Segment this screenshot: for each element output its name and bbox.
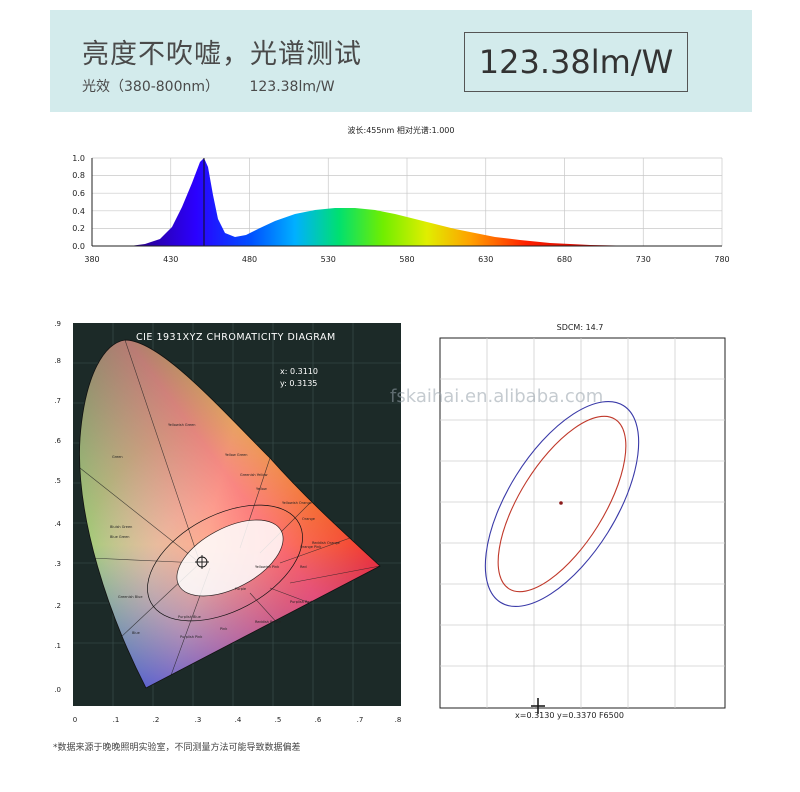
x-tick: 380 [84, 255, 99, 264]
y-tick: .0 [54, 686, 61, 694]
sdcm-measured-marker [531, 698, 545, 714]
sdcm-chart: SDCM: 14.7 x=0.3130 y=0.3370 F6500 [438, 318, 728, 730]
x-tick: 480 [242, 255, 257, 264]
region-label: Orange Pink [300, 545, 322, 549]
region-label: Bluish Green [110, 525, 132, 529]
y-tick: .9 [54, 320, 61, 328]
x-tick: 530 [321, 255, 336, 264]
region-label: Yellow [256, 487, 267, 491]
x-tick: 630 [478, 255, 493, 264]
y-tick: 1.0 [72, 154, 85, 163]
x-tick: .3 [195, 716, 202, 724]
cie-y-axis: .9 .8 .7 .6 .5 .4 .3 .2 .1 .0 [54, 320, 61, 694]
region-label: Purplish Pink [180, 635, 203, 639]
y-tick: .8 [54, 357, 61, 365]
x-tick: 580 [399, 255, 414, 264]
cie-y-readout: y: 0.3135 [280, 379, 317, 388]
x-tick: .6 [315, 716, 322, 724]
sdcm-svg: SDCM: 14.7 x=0.3130 y=0.3370 F6500 [439, 323, 726, 720]
cie-region-labels: Green Yellowish Green Yellow Green Green… [110, 423, 340, 639]
sdcm-title: SDCM: 14.7 [557, 323, 604, 332]
x-tick: .8 [395, 716, 402, 724]
region-label: Blue [132, 631, 140, 635]
region-label: Yellow Green [225, 453, 248, 457]
region-label: Greenish Blue [118, 595, 142, 599]
sdcm-center-point [559, 501, 563, 505]
region-label: Greenish Yellow [240, 473, 268, 477]
x-tick: .4 [235, 716, 242, 724]
x-tick: .5 [275, 716, 282, 724]
y-tick: .5 [54, 477, 61, 485]
y-tick: .1 [54, 642, 61, 650]
efficacy-big-value: 123.38lm/W [464, 32, 688, 92]
y-tick: 0.6 [72, 189, 85, 198]
footnote: *数据来源于晚晚照明实验室，不同测量方法可能导致数据偏差 [53, 743, 301, 753]
y-tick: 0.8 [72, 171, 85, 180]
y-tick: 0.2 [72, 224, 85, 233]
cie-readout: x: 0.3110 y: 0.3135 [280, 367, 318, 388]
region-label: Pink [220, 627, 228, 631]
region-label: Yellowish Green [168, 423, 196, 427]
y-tick: .3 [54, 560, 61, 568]
region-label: Yellowish Pink [255, 565, 280, 569]
spectrum-svg: 0.0 0.2 0.4 0.6 0.8 1.0 380 430 480 530 … [72, 154, 729, 264]
y-tick: 0.0 [72, 242, 85, 251]
efficacy-line: 光效（380-800nm） 123.38lm/W [82, 76, 361, 96]
y-tick: 0.4 [72, 207, 85, 216]
spectrum-x-axis: 380 430 480 530 580 630 680 730 780 [84, 255, 729, 264]
spectrum-curve [130, 158, 680, 246]
region-label: Reddish Orange [312, 541, 340, 545]
header-banner: 亮度不吹嘘，光谱测试 光效（380-800nm） 123.38lm/W 123.… [50, 10, 752, 112]
sdcm-frame [439, 337, 726, 709]
region-label: Orange [302, 517, 315, 521]
region-label: Blue Green [110, 535, 129, 539]
x-tick: 430 [163, 255, 178, 264]
cie-svg: CIE 1931XYZ CHROMATICITY DIAGRAM x: 0.31… [54, 320, 402, 724]
white-point-marker [195, 555, 209, 569]
cie-diagram: CIE 1931XYZ CHROMATICITY DIAGRAM x: 0.31… [50, 318, 405, 730]
x-tick: 780 [714, 255, 729, 264]
x-tick: 680 [557, 255, 572, 264]
x-tick: 730 [636, 255, 651, 264]
x-tick: .7 [357, 716, 364, 724]
y-tick: .2 [54, 602, 61, 610]
spectrum-caption: 波长:455nm 相对光谱:1.000 [347, 126, 455, 135]
x-tick: .2 [153, 716, 160, 724]
spectrum-chart: 波长:455nm 相对光谱:1.000 [50, 115, 752, 275]
region-label: Red [300, 565, 307, 569]
y-tick: .4 [54, 520, 61, 528]
sdcm-inner-ellipse [497, 415, 627, 593]
sdcm-outer-ellipse [484, 400, 640, 608]
x-tick: 0 [73, 716, 77, 724]
cie-x-readout: x: 0.3110 [280, 367, 318, 376]
efficacy-label: 光效（380-800nm） [82, 79, 220, 95]
y-tick: .7 [54, 397, 61, 405]
spectral-locus [79, 339, 381, 689]
region-label: Purplish Red [290, 600, 312, 604]
region-label: Purple [235, 587, 246, 591]
region-label: Green [112, 455, 123, 459]
x-tick: .1 [113, 716, 120, 724]
banner-title: 亮度不吹嘘，光谱测试 [82, 39, 362, 70]
region-label: Purplish Blue [178, 615, 201, 619]
efficacy-value: 123.38lm/W [249, 79, 335, 95]
y-tick: .6 [54, 437, 61, 445]
cie-title: CIE 1931XYZ CHROMATICITY DIAGRAM [136, 332, 336, 343]
region-label: Yellowish Orange [282, 501, 312, 505]
sdcm-readout: x=0.3130 y=0.3370 F6500 [515, 711, 624, 720]
cie-x-axis: 0 .1 .2 .3 .4 .5 .6 .7 .8 [73, 716, 402, 724]
spectrum-y-axis: 0.0 0.2 0.4 0.6 0.8 1.0 [72, 154, 85, 251]
region-label: Reddish Purple [255, 620, 281, 624]
